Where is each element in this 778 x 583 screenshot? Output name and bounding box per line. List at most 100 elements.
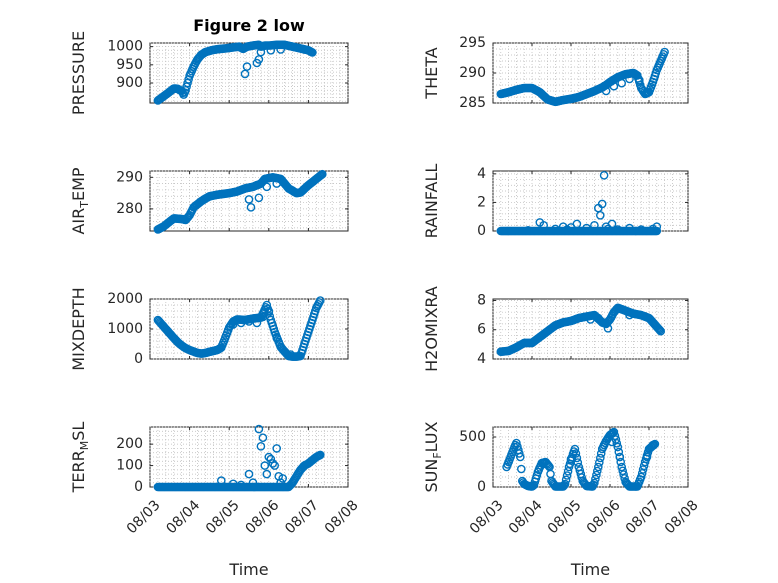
data-point [572,219,582,229]
data-point [539,220,549,230]
data-point [656,326,666,336]
data-point [652,222,662,231]
data-point [252,318,262,328]
data-point [266,454,276,464]
data-point [551,224,560,234]
y-tick-label: 0 [477,223,486,239]
subplot-5: 0 1000 2000 MIXDEPTH [69,287,349,371]
data-series [496,303,666,357]
data-point [582,223,591,233]
data-series [153,424,325,492]
data-point [660,47,669,57]
subplot-6: 4 6 8 H2OMIXRA [422,286,689,372]
data-point [613,225,623,234]
y-axis-label-subscript: M [78,441,91,451]
data-point [566,454,576,464]
data-point [236,480,246,490]
data-point [617,78,627,88]
y-tick-label: 6 [477,322,486,338]
data-point [591,474,600,484]
y-tick-label: 1000 [107,39,143,55]
data-point [256,441,266,451]
y-axis-label: PRESSURE [69,31,88,115]
figure-title: Figure 2 low [193,16,305,35]
data-point [607,437,617,447]
y-tick-label: 900 [116,75,143,91]
x-tick-label: 08/03 [124,497,164,537]
data-point [246,202,256,212]
data-point [254,193,264,203]
data-point [184,75,193,84]
data-point [539,459,549,469]
data-point [594,462,603,472]
subplot-7: 08/03 08/04 08/05 08/06 08/07 08/08 0 100 200 TER… [69,422,362,579]
subplot-1: 900 950 1000 PRESSURE [69,31,349,115]
x-tick-label: 08/05 [545,497,585,537]
subplot-4: 0 2 4 RAINFALL [422,164,689,239]
data-point [654,324,664,334]
data-point [615,452,625,462]
x-tick-label: 08/07 [282,497,322,537]
y-tick-label: 2 [477,194,486,210]
data-point [563,466,573,476]
data-point [258,312,268,322]
data-point [262,469,272,479]
data-point [523,225,533,235]
data-point [571,449,581,458]
data-point [616,457,626,467]
data-point [637,468,647,478]
data-point [625,310,634,320]
x-tick-label: 08/06 [584,497,624,537]
data-point [286,350,295,359]
y-tick-label: 285 [459,95,486,111]
data-point [272,444,282,453]
y-axis-label-part: SUN [422,459,441,493]
data-point [572,453,582,463]
data-point [264,452,274,462]
y-axis-label: RAINFALL [422,164,441,239]
data-point [256,47,266,57]
y-tick-label: 290 [116,169,143,185]
data-point [609,427,619,437]
y-tick-label: 0 [134,351,143,367]
x-tick-label: 08/04 [163,497,203,537]
x-tick-label: 08/05 [203,497,243,537]
y-axis-label: THETA [422,47,441,99]
x-tick-label: 08/06 [243,497,283,537]
data-point [607,219,617,229]
data-point [517,464,526,474]
y-axis-label-part: TERR [69,450,88,493]
data-point [617,304,627,314]
data-point [272,333,282,343]
data-point [573,458,583,467]
x-axis-label: Time [228,560,268,579]
data-point [638,465,648,474]
data-point [216,476,226,485]
data-point [260,461,270,470]
data-point [592,470,601,480]
x-tick-label: 08/07 [623,497,663,537]
data-point [599,440,609,450]
data-point [603,323,613,333]
data-point [640,312,650,321]
y-axis-label-subscript: T [78,201,91,209]
data-point [544,461,553,471]
y-axis-label: AIRTEMP [69,167,91,234]
y-tick-label: 295 [459,35,486,51]
data-point [278,474,288,483]
axes-frame [492,170,689,232]
data-series [153,169,327,234]
y-tick-label: 1000 [107,321,143,337]
y-tick-label: 4 [477,351,486,367]
y-axis-label: H2OMIXRA [422,286,441,372]
data-series [153,40,317,105]
data-point [590,478,599,488]
y-axis-label-part: LUX [422,421,441,452]
data-series [153,296,325,361]
data-point [266,46,276,55]
subplot-8: 08/03 08/04 08/05 08/06 08/07 08/08 0 500 SUNFLU… [422,421,702,579]
subplot-3: 280 290 AIRTEMP [69,167,349,235]
data-point [268,459,278,468]
